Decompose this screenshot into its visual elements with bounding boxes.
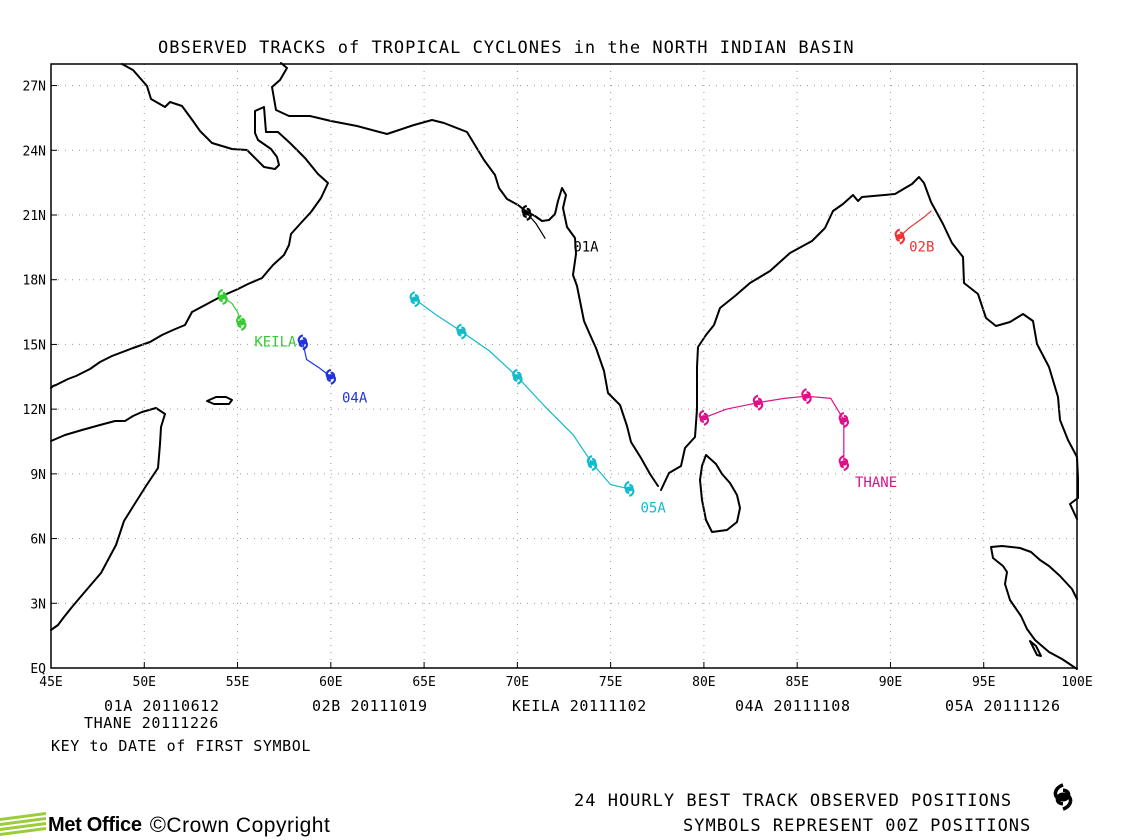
key-entry-thane: THANE 20111226 xyxy=(84,714,219,732)
storm-track-keila: KEILA xyxy=(217,288,297,351)
x-tick-label: 90E xyxy=(879,675,902,690)
y-tick-label: 3N xyxy=(30,597,46,612)
copyright-text: Crown Copyright xyxy=(166,814,331,837)
key-caption: KEY to DATE of FIRST SYMBOL xyxy=(51,737,312,755)
met-office-brand: Met Office ©Crown Copyright xyxy=(0,812,330,838)
x-tick-label: 65E xyxy=(412,675,435,690)
met-office-logo-icon xyxy=(0,812,46,836)
key-entry-05a: 05A 20111126 xyxy=(945,697,1061,715)
y-tick-label: 6N xyxy=(30,533,46,548)
graticule xyxy=(51,64,1077,668)
track-line xyxy=(899,210,932,238)
cyclone-position-symbol xyxy=(512,368,523,385)
track-line xyxy=(703,395,845,464)
key-entry-keila: KEILA 20111102 xyxy=(512,697,647,715)
storm-label: KEILA xyxy=(254,335,297,351)
track-line xyxy=(302,342,332,378)
storm-track-01a: 01A xyxy=(521,204,599,256)
cyclone-position-symbol xyxy=(801,388,812,405)
cyclone-position-symbol xyxy=(236,314,247,331)
y-tick-label: 15N xyxy=(23,338,46,353)
storm-label: 01A xyxy=(573,240,599,256)
key-entry-04a: 04A 20111108 xyxy=(735,697,851,715)
cyclone-position-symbol xyxy=(752,394,764,411)
storm-label: THANE xyxy=(855,475,897,491)
x-tick-label: 85E xyxy=(785,675,808,690)
cyclone-position-symbol xyxy=(838,455,850,472)
coastline-arabia-india-west xyxy=(50,62,659,487)
y-tick-label: 24N xyxy=(23,144,46,159)
storm-label: 05A xyxy=(640,501,666,517)
y-tick-label: 27N xyxy=(23,80,46,95)
y-tick-label: 12N xyxy=(23,403,46,418)
y-tick-label: 9N xyxy=(30,468,46,483)
cyclone-position-symbol xyxy=(838,411,850,428)
axis-ticks: 45E 50E 55E 60E 65E 70E 75E 80E 85E 90E 95E 100E EQ 3… xyxy=(23,80,1093,690)
cyclone-symbol-icon xyxy=(1053,783,1073,811)
coastline-socotra xyxy=(206,396,233,405)
cyclone-position-symbol xyxy=(409,291,420,308)
coastline-africa xyxy=(50,407,166,631)
coastline-india-east-bengal xyxy=(660,176,1079,520)
x-tick-label: 50E xyxy=(133,675,156,690)
cyclone-position-symbol xyxy=(456,323,467,340)
footer-line-2: SYMBOLS REPRESENT 00Z POSITIONS xyxy=(683,816,1032,836)
y-tick-label: 18N xyxy=(23,274,46,289)
storm-track-thane: THANE xyxy=(698,388,897,491)
storm-track-05a: 05A xyxy=(409,291,666,517)
cyclone-position-symbol xyxy=(586,455,598,472)
met-office-wordmark: Met Office xyxy=(48,813,142,836)
map-frame xyxy=(50,63,1078,669)
cyclone-position-symbol xyxy=(325,368,337,385)
footer-line-1: 24 HOURLY BEST TRACK OBSERVED POSITIONS xyxy=(574,791,1013,811)
x-tick-label: 95E xyxy=(972,675,995,690)
cyclone-position-symbol xyxy=(297,334,309,351)
coastline-sri-lanka xyxy=(699,454,741,533)
storm-label: 02B xyxy=(909,240,934,256)
coastline-malay-peninsula xyxy=(990,545,1078,670)
storm-tracks: 01A 02B KEILA 04A 05A THANE xyxy=(217,204,934,517)
coastline-layer xyxy=(50,62,1079,670)
x-tick-label: 60E xyxy=(319,675,342,690)
x-tick-label: 100E xyxy=(1061,675,1092,690)
storm-track-02b: 02B xyxy=(894,210,934,256)
y-tick-label: 21N xyxy=(23,209,46,224)
cyclone-position-symbol xyxy=(698,409,710,426)
x-tick-label: 70E xyxy=(506,675,529,690)
track-line xyxy=(414,298,630,490)
storm-track-04a: 04A xyxy=(297,334,368,407)
copyright-symbol: © xyxy=(149,812,167,837)
x-tick-label: 80E xyxy=(692,675,715,690)
x-tick-label: 55E xyxy=(226,675,249,690)
key-entry-01a: 01A 20110612 xyxy=(104,697,220,715)
cyclone-position-symbol xyxy=(894,228,905,245)
key-entry-02b: 02B 20111019 xyxy=(312,697,428,715)
cyclone-position-symbol xyxy=(217,288,228,306)
y-tick-label: EQ xyxy=(30,662,46,677)
cyclone-position-symbol xyxy=(521,204,532,221)
map-title: OBSERVED TRACKS of TROPICAL CYCLONES in … xyxy=(158,38,855,58)
coastline-small-island xyxy=(1029,640,1042,657)
x-tick-label: 75E xyxy=(599,675,622,690)
cyclone-position-symbol xyxy=(624,480,635,498)
x-tick-label: 45E xyxy=(39,675,62,690)
storm-label: 04A xyxy=(342,391,368,407)
